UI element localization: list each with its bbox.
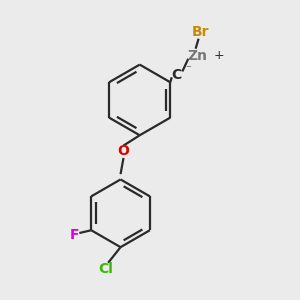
Text: ⁻: ⁻ — [185, 64, 191, 75]
Text: Cl: Cl — [98, 262, 113, 276]
Text: +: + — [214, 49, 224, 62]
Text: Zn: Zn — [187, 49, 207, 63]
Text: F: F — [69, 228, 79, 242]
Text: C: C — [171, 68, 182, 82]
Text: O: O — [118, 145, 129, 158]
Text: Br: Br — [191, 25, 209, 39]
